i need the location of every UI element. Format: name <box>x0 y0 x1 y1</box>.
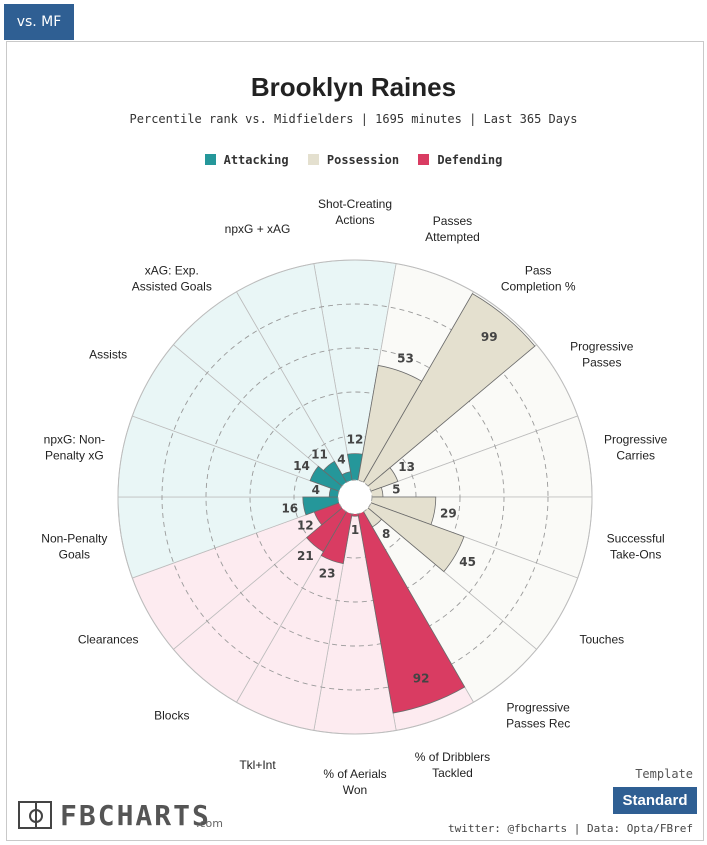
value-label-progressive-carries: 5 <box>392 483 400 497</box>
value-label-progressive-passes: 13 <box>398 460 415 474</box>
category-label-blocks: Blocks <box>154 708 189 722</box>
category-label-progressive-passes-rec: Progressive Passes Rec <box>506 700 570 730</box>
value-label-of-aerials-won: 1 <box>351 523 359 537</box>
value-label-npxg-xag: 4 <box>337 453 345 467</box>
center-hole <box>337 479 373 515</box>
value-label-assists: 14 <box>293 459 310 473</box>
pitch-icon <box>18 801 52 829</box>
category-label-assists: Assists <box>89 348 127 362</box>
category-label-touches: Touches <box>579 633 624 647</box>
category-label-of-dribblers-tackled: % of Dribblers Tackled <box>415 750 490 780</box>
gridline-60 <box>205 347 505 647</box>
value-label-touches: 45 <box>459 555 476 569</box>
category-label-pass-completion: Pass Completion % <box>501 264 576 294</box>
vs-mf-tab[interactable]: vs. MF <box>4 4 74 40</box>
gridline-80 <box>161 303 549 691</box>
value-label-non-penalty-goals: 16 <box>281 501 298 515</box>
gridline-40 <box>249 391 461 603</box>
brand-name: FBCHARTS <box>60 799 211 832</box>
category-label-xag-exp-assisted-goals: xAG: Exp. Assisted Goals <box>132 264 212 294</box>
category-label-non-penalty-goals: Non-Penalty Goals <box>41 531 107 561</box>
data-credit: twitter: @fbcharts | Data: Opta/FBref <box>447 822 693 835</box>
legend: Attacking Possession Defending <box>0 153 707 167</box>
player-title: Brooklyn Raines <box>250 72 457 102</box>
brand-suffix: .com <box>196 817 223 830</box>
bar-touches <box>354 496 465 573</box>
category-label-npxg-xag: npxG + xAG <box>225 222 291 236</box>
category-label-npxg-non-penalty-xg: npxG: Non-Penalty xG <box>44 433 105 463</box>
value-label-clearances: 12 <box>297 519 314 533</box>
category-label-clearances: Clearances <box>78 633 139 647</box>
value-label-blocks: 21 <box>297 549 314 563</box>
value-label-progressive-passes-rec: 8 <box>382 527 390 541</box>
category-label-of-aerials-won: % of Aerials Won <box>323 767 386 797</box>
value-label-tkl-int: 23 <box>319 567 336 581</box>
bar-of-dribblers-tackled <box>354 496 466 714</box>
category-label-tkl-int: Tkl+Int <box>239 758 276 772</box>
value-label-xag-exp-assisted-goals: 11 <box>311 448 328 462</box>
category-label-shot-creating-actions: Shot-Creating Actions <box>318 197 392 227</box>
template-label: Template <box>635 767 693 781</box>
value-label-npxg-non-penalty-xg: 4 <box>312 483 320 497</box>
value-label-successful-take-ons: 29 <box>440 506 457 520</box>
bar-pass-completion <box>354 293 536 498</box>
legend-item-attacking: Attacking <box>204 153 289 167</box>
legend-item-possession: Possession <box>307 153 399 167</box>
legend-swatch-defending <box>418 154 430 165</box>
legend-item-defending: Defending <box>418 153 502 167</box>
legend-swatch-possession <box>307 154 319 165</box>
legend-swatch-attacking <box>204 154 216 165</box>
category-label-progressive-passes: Progressive Passes <box>570 340 634 370</box>
template-standard-button[interactable]: Standard <box>613 787 697 814</box>
value-label-passes-attempted: 53 <box>397 351 414 365</box>
category-label-successful-take-ons: Successful Take-Ons <box>607 531 665 561</box>
value-label-pass-completion: 99 <box>481 330 498 344</box>
value-label-of-dribblers-tackled: 92 <box>413 672 430 686</box>
chart-subtitle: Percentile rank vs. Midfielders | 1695 m… <box>129 112 578 126</box>
category-label-passes-attempted: Passes Attempted <box>425 214 480 244</box>
value-label-shot-creating-actions: 12 <box>347 433 364 447</box>
outer-ring <box>117 259 593 735</box>
category-label-progressive-carries: Progressive Carries <box>604 433 668 463</box>
